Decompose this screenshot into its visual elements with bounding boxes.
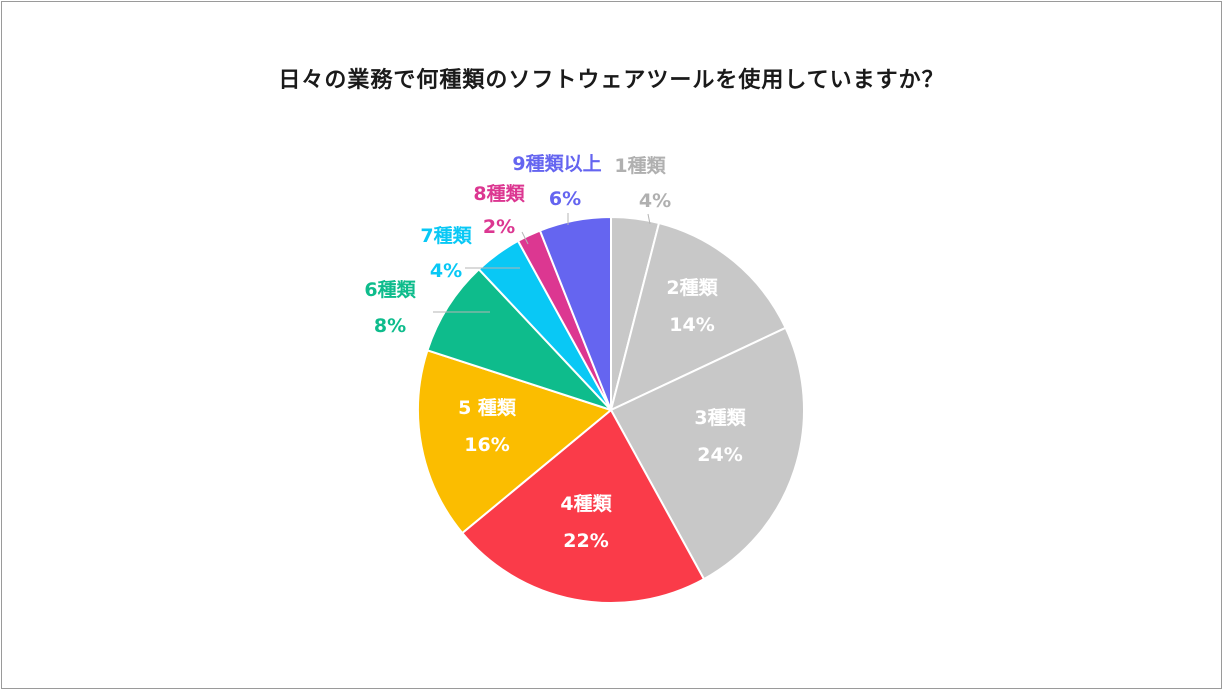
pie-slice [609,326,805,581]
slice-value-label: 4% [430,260,462,282]
slice-category-label: 3種類 [694,407,746,429]
slice-category-label: 8種類 [473,183,525,205]
leader-line [647,213,651,225]
slice-category-label: 1種類 [614,155,666,177]
slice-value-label: 14% [669,314,714,336]
pie-slice [609,221,787,412]
slice-category-label: 7種類 [420,225,472,247]
slice-value-label: 22% [563,530,608,552]
pie-slice [426,267,612,411]
slice-value-label: 4% [639,190,671,212]
pie-slice [460,408,706,604]
slice-value-label: 24% [697,444,742,466]
slice-value-label: 16% [464,434,509,456]
pie-slice [417,349,614,535]
slice-category-label: 4種類 [560,493,612,515]
slice-category-label: 5 種類 [458,397,517,419]
pie-slice [538,215,612,411]
leader-line [521,231,529,245]
slice-category-label: 6種類 [364,279,416,301]
slice-category-label: 9種類以上 [512,153,601,175]
slice-value-label: 8% [374,315,406,337]
chart-title: 日々の業務で何種類のソフトウェアツールを使用していますか？ [278,68,945,93]
slice-category-label: 2種類 [666,277,718,299]
slice-value-label: 2% [483,216,515,238]
slice-value-label: 6% [549,188,581,210]
